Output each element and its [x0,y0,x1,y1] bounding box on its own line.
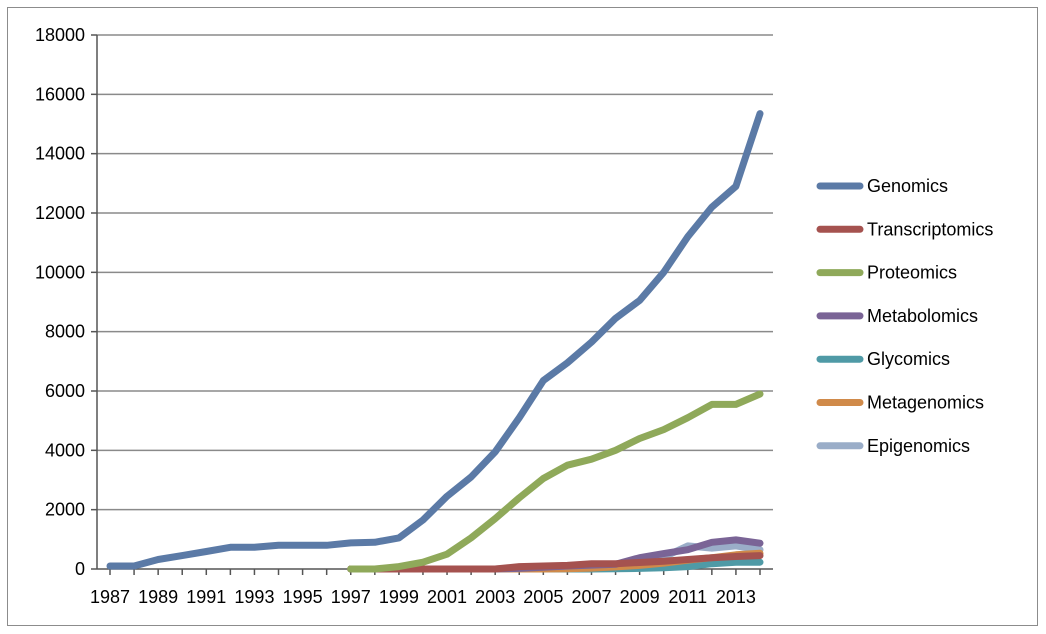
y-tick-label: 8000 [45,322,85,342]
legend-label: Metabolomics [867,306,978,326]
legend-item-epigenomics: Epigenomics [816,436,970,456]
x-tick-label: 2009 [620,587,660,607]
axes [96,35,773,570]
x-tick-label: 2001 [427,587,467,607]
legend-label: Glycomics [867,349,950,369]
y-axis-ticks: 0 2000 4000 6000 8000 10000 12000 14000 16000 180… [35,25,97,579]
x-tick-label: 1999 [379,587,419,607]
legend-label: Proteomics [867,263,957,283]
x-tick-label: 1991 [186,587,226,607]
x-tick-label: 2013 [716,587,756,607]
y-tick-label: 10000 [35,262,85,282]
series-line-transcriptomics [347,552,764,573]
legend-item-genomics: Genomics [816,176,948,196]
legend-item-proteomics: Proteomics [816,263,957,283]
legend-label: Genomics [867,176,948,196]
legend-label: Epigenomics [867,436,970,456]
y-tick-label: 14000 [35,144,85,164]
legend-label: Metagenomics [867,393,984,413]
legend-item-metabolomics: Metabolomics [816,306,978,326]
chart-frame [7,7,1038,626]
legend-item-metagenomics: Metagenomics [816,393,984,413]
y-tick-label: 16000 [35,84,85,104]
legend-item-glycomics: Glycomics [816,349,950,369]
y-tick-label: 12000 [35,203,85,223]
x-tick-label: 2011 [668,587,707,607]
x-tick-label: 1987 [90,587,130,607]
y-tick-label: 2000 [45,500,85,520]
x-tick-label: 2007 [571,587,611,607]
legend: Genomics Transcriptomics Proteomics Metabol… [816,176,993,456]
x-tick-label: 1993 [234,587,274,607]
x-tick-label: 2003 [475,587,515,607]
legend-item-transcriptomics: Transcriptomics [816,219,993,239]
x-tick-label: 1997 [331,587,371,607]
y-tick-label: 6000 [45,381,85,401]
x-tick-label: 1989 [138,587,178,607]
x-tick-label: 2005 [523,587,563,607]
y-tick-label: 4000 [45,440,85,460]
series-line-proteomics [347,390,764,573]
gridlines [97,34,773,511]
y-tick-label: 18000 [35,25,85,45]
legend-label: Transcriptomics [867,219,993,239]
x-axis-ticks: 1987 1989 1991 1993 1995 1997 1999 2001 2003 2005… [90,569,761,607]
series-line-genomics [106,110,764,570]
x-tick-label: 1995 [283,587,323,607]
series-lines [106,110,764,573]
y-tick-label: 0 [75,559,85,579]
